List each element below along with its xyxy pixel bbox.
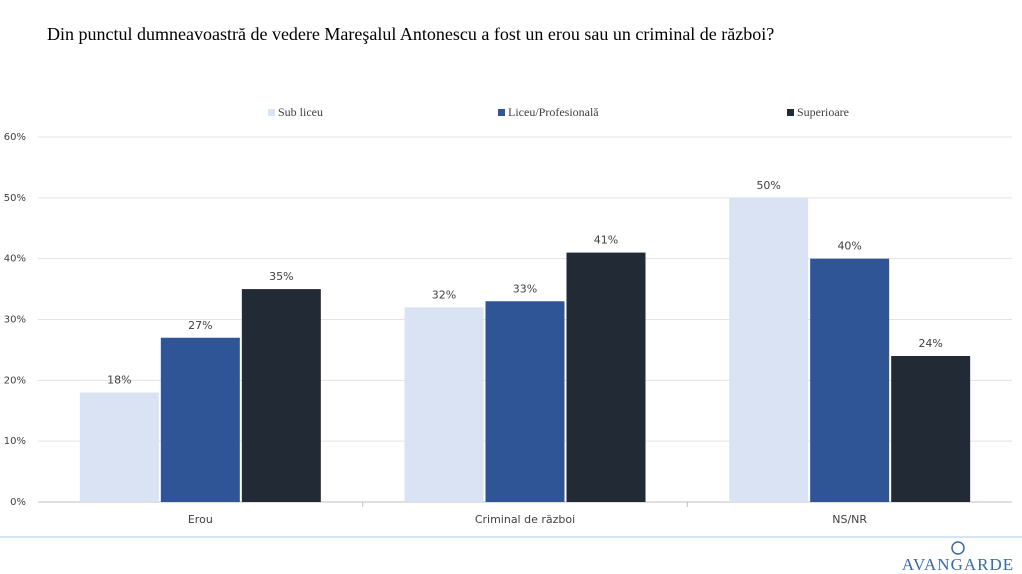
bar — [891, 356, 971, 502]
legend-swatch — [498, 109, 505, 116]
data-label: 35% — [269, 270, 293, 283]
y-tick-label: 0% — [10, 497, 26, 508]
bar — [729, 197, 809, 503]
bar — [241, 289, 321, 502]
legend-label: Sub liceu — [278, 105, 323, 119]
y-tick-label: 30% — [4, 315, 26, 326]
chart-title: Din punctul dumneavoastră de vedere Mare… — [47, 24, 774, 44]
y-tick-label: 20% — [4, 375, 26, 386]
data-label: 40% — [837, 240, 861, 253]
bar — [404, 307, 484, 502]
legend-label: Superioare — [797, 105, 849, 119]
logo-icon — [951, 541, 965, 555]
logo: AVANGARDE — [902, 555, 1014, 574]
x-tick-label: Erou — [188, 513, 213, 526]
bar — [810, 258, 890, 502]
data-label: 27% — [188, 319, 212, 332]
y-tick-label: 60% — [4, 132, 26, 143]
bar — [485, 301, 565, 502]
data-label: 41% — [594, 234, 618, 247]
data-label: 18% — [107, 374, 131, 387]
bar — [160, 337, 240, 502]
data-label: 32% — [432, 288, 456, 301]
y-tick-label: 40% — [4, 254, 26, 265]
x-tick-label: Criminal de război — [475, 513, 575, 526]
bar — [79, 392, 159, 502]
legend-swatch — [268, 109, 275, 116]
data-label: 24% — [918, 337, 942, 350]
x-tick-label: NS/NR — [832, 513, 867, 526]
legend-label: Liceu/Profesională — [508, 105, 599, 119]
legend-swatch — [787, 109, 794, 116]
bar — [566, 252, 646, 502]
y-tick-label: 10% — [4, 436, 26, 447]
y-tick-label: 50% — [4, 193, 26, 204]
data-label: 50% — [756, 179, 780, 192]
data-label: 33% — [513, 282, 537, 295]
